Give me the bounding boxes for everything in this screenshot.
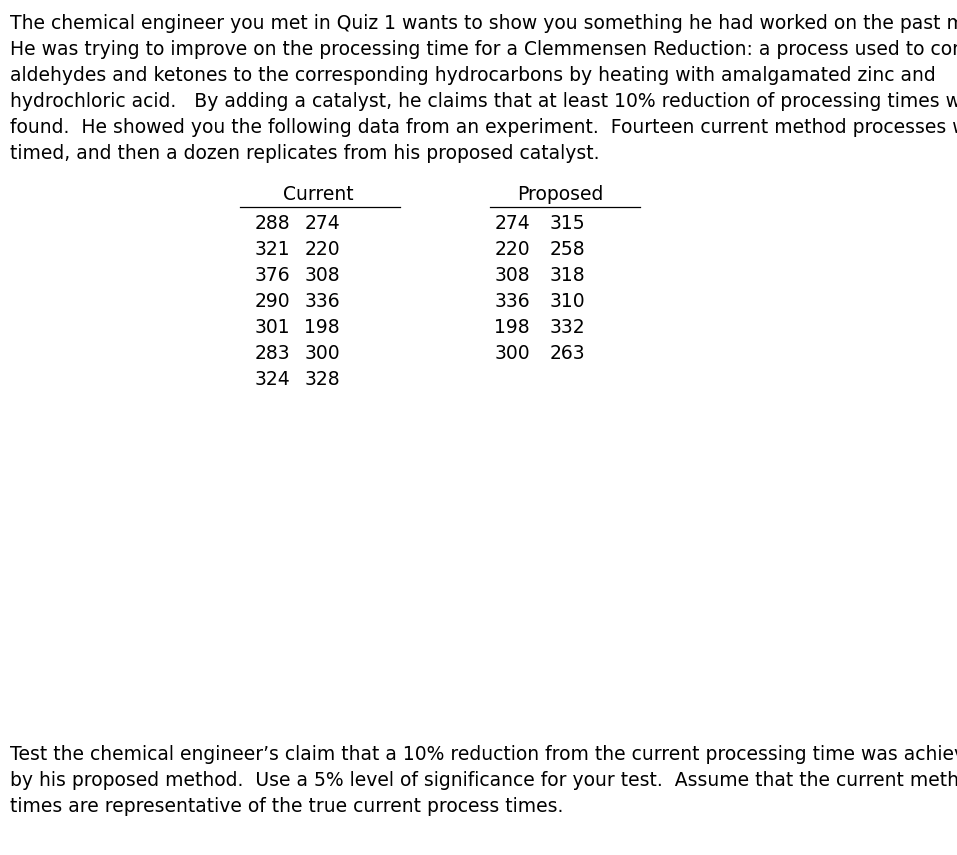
Text: Current: Current (282, 185, 353, 204)
Text: 328: 328 (304, 370, 340, 389)
Text: 315: 315 (549, 214, 585, 233)
Text: 300: 300 (495, 344, 530, 363)
Text: 288: 288 (255, 214, 290, 233)
Text: aldehydes and ketones to the corresponding hydrocarbons by heating with amalgama: aldehydes and ketones to the correspondi… (10, 66, 936, 85)
Text: 301: 301 (255, 318, 290, 337)
Text: He was trying to improve on the processing time for a Clemmensen Reduction: a pr: He was trying to improve on the processi… (10, 40, 957, 59)
Text: 258: 258 (549, 240, 585, 259)
Text: 198: 198 (495, 318, 530, 337)
Text: times are representative of the true current process times.: times are representative of the true cur… (10, 797, 564, 816)
Text: 220: 220 (304, 240, 340, 259)
Text: 321: 321 (255, 240, 290, 259)
Text: Test the chemical engineer’s claim that a 10% reduction from the current process: Test the chemical engineer’s claim that … (10, 745, 957, 764)
Text: found.  He showed you the following data from an experiment.  Fourteen current m: found. He showed you the following data … (10, 118, 957, 137)
Text: 300: 300 (304, 344, 340, 363)
Text: 290: 290 (255, 292, 290, 311)
Text: 308: 308 (304, 266, 340, 285)
Text: 308: 308 (495, 266, 530, 285)
Text: 318: 318 (549, 266, 585, 285)
Text: hydrochloric acid.   By adding a catalyst, he claims that at least 10% reduction: hydrochloric acid. By adding a catalyst,… (10, 92, 957, 111)
Text: 332: 332 (549, 318, 585, 337)
Text: 198: 198 (304, 318, 340, 337)
Text: 324: 324 (255, 370, 290, 389)
Text: 263: 263 (549, 344, 585, 363)
Text: timed, and then a dozen replicates from his proposed catalyst.: timed, and then a dozen replicates from … (10, 144, 599, 163)
Text: 336: 336 (304, 292, 340, 311)
Text: 274: 274 (494, 214, 530, 233)
Text: Proposed: Proposed (517, 185, 603, 204)
Text: 274: 274 (304, 214, 340, 233)
Text: 283: 283 (255, 344, 290, 363)
Text: by his proposed method.  Use a 5% level of significance for your test.  Assume t: by his proposed method. Use a 5% level o… (10, 771, 957, 790)
Text: The chemical engineer you met in Quiz 1 wants to show you something he had worke: The chemical engineer you met in Quiz 1 … (10, 14, 957, 33)
Text: 376: 376 (255, 266, 290, 285)
Text: 220: 220 (495, 240, 530, 259)
Text: 336: 336 (495, 292, 530, 311)
Text: 310: 310 (549, 292, 585, 311)
